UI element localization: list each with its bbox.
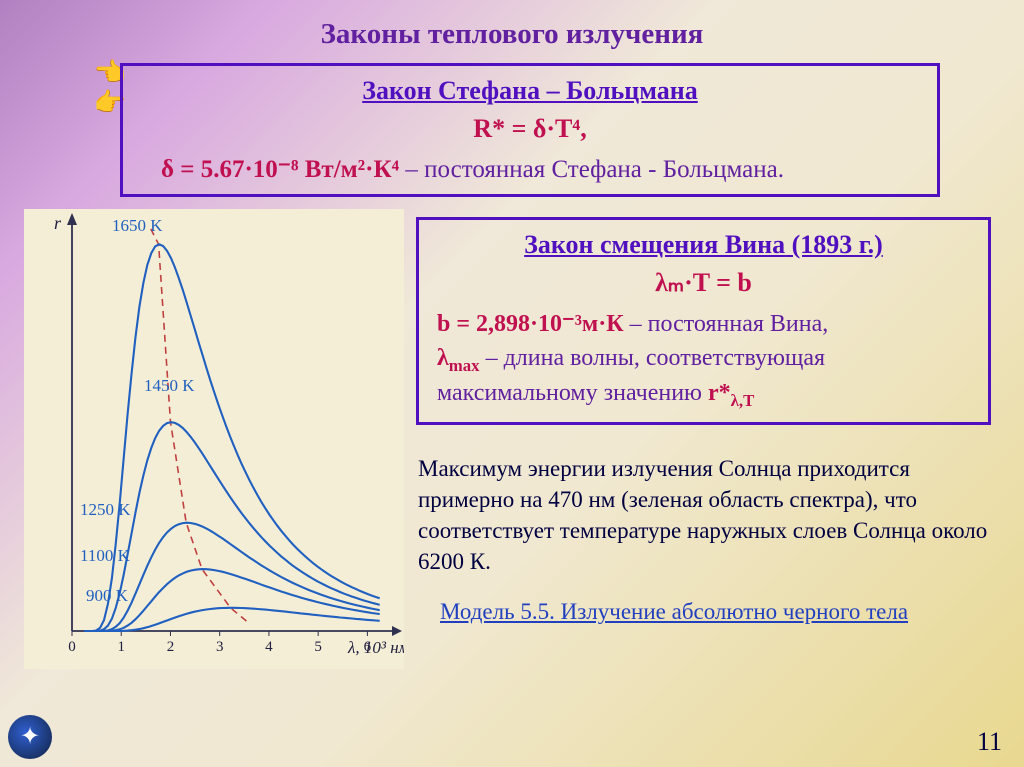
wien-formula: λₘ·T = b (437, 268, 970, 298)
svg-text:900 K: 900 K (86, 586, 129, 605)
svg-text:1: 1 (117, 639, 125, 655)
wien-body: b = 2,898·10⁻³м·К – постоянная Вина, λma… (437, 308, 970, 412)
page-number: 11 (977, 727, 1002, 757)
svg-text:1650 K: 1650 K (112, 216, 163, 235)
svg-text:λ, 10³ нм: λ, 10³ нм (347, 638, 404, 657)
blackbody-chart: 0123456rλ, 10³ нм1650 K1450 K1250 K1100 … (24, 209, 404, 669)
svg-text:5: 5 (314, 639, 322, 655)
page-title: Законы теплового излучения (0, 0, 1024, 63)
stefan-box: Закон Стефана – Больцмана R* = δ·T⁴, δ =… (120, 63, 940, 197)
svg-text:1450 K: 1450 K (144, 376, 195, 395)
stefan-title: Закон Стефана – Больцмана (141, 76, 919, 106)
svg-text:2: 2 (167, 639, 175, 655)
logo-icon (8, 715, 52, 759)
stefan-const: δ = 5.67·10⁻⁸ Вт/м²·К⁴ – постоянная Стеф… (141, 154, 919, 184)
svg-text:r: r (54, 213, 62, 233)
svg-text:4: 4 (265, 639, 273, 655)
model-link[interactable]: Модель 5.5. Излучение абсолютно черного … (440, 599, 992, 625)
svg-text:1250 K: 1250 K (80, 500, 131, 519)
chart-svg: 0123456rλ, 10³ нм1650 K1450 K1250 K1100 … (24, 209, 404, 669)
sun-text: Максимум энергии излучения Солнца приход… (418, 453, 992, 577)
svg-text:0: 0 (68, 639, 76, 655)
wien-box: Закон смещения Вина (1893 г.) λₘ·T = b b… (416, 217, 991, 425)
svg-text:3: 3 (216, 639, 224, 655)
wien-title: Закон смещения Вина (1893 г.) (437, 230, 970, 260)
svg-text:1100 K: 1100 K (80, 546, 131, 565)
stefan-formula: R* = δ·T⁴, (141, 114, 919, 144)
